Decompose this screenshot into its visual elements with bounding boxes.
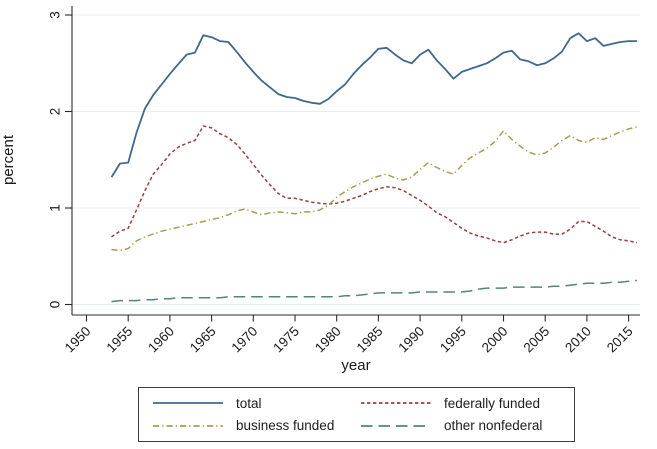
- y-tick-label-0: 0: [48, 301, 63, 309]
- legend-item-other-nonfederal: other nonfederal: [361, 419, 574, 433]
- x-tick-label-2010: 2010: [562, 324, 594, 356]
- series-line-business-funded: [111, 126, 638, 252]
- x-tick-label-1950: 1950: [62, 324, 94, 356]
- x-tick-label-2015: 2015: [604, 324, 636, 356]
- series-lines: [110, 32, 638, 303]
- x-tick-label-1980: 1980: [312, 324, 344, 356]
- legend-item-total: total: [153, 396, 361, 410]
- series-line-other-nonfederal: [111, 279, 637, 303]
- legend-label-business-funded: business funded: [236, 418, 335, 433]
- x-tick-label-1960: 1960: [145, 324, 177, 356]
- x-tick-label-1985: 1985: [354, 324, 386, 356]
- legend-label-other-nonfederal: other nonfederal: [444, 418, 543, 433]
- gridlines: [72, 14, 640, 306]
- x-tick-label-1995: 1995: [437, 324, 469, 356]
- y-tick-label-2: 2: [48, 108, 63, 116]
- x-tick-label-2005: 2005: [520, 324, 552, 356]
- federally-funded-line-swatch: [361, 402, 431, 405]
- x-tick-label-1990: 1990: [395, 324, 427, 356]
- x-tick-label-1955: 1955: [103, 324, 135, 356]
- business-funded-line-swatch: [153, 424, 223, 427]
- x-tick-label-1970: 1970: [229, 324, 261, 356]
- x-tick-label-2000: 2000: [479, 324, 511, 356]
- legend-item-business-funded: business funded: [153, 419, 361, 433]
- legend-label-total: total: [236, 395, 262, 411]
- x-tick-label-1965: 1965: [187, 324, 219, 356]
- axes: [65, 6, 640, 322]
- x-tick-label-1975: 1975: [270, 324, 302, 356]
- legend-item-federally-funded: federally funded: [361, 396, 574, 410]
- series-line-total: [110, 32, 637, 178]
- legend-label-federally-funded: federally funded: [444, 395, 541, 411]
- other-nonfederal-line-swatch: [361, 424, 431, 427]
- y-tick-label-3: 3: [48, 11, 63, 19]
- y-tick-label-1: 1: [48, 204, 63, 212]
- y-axis-title: percent: [0, 134, 17, 185]
- x-axis-title: year: [341, 357, 370, 374]
- legend: total federally funded business funded o…: [138, 387, 575, 442]
- total-line-swatch: [153, 402, 223, 405]
